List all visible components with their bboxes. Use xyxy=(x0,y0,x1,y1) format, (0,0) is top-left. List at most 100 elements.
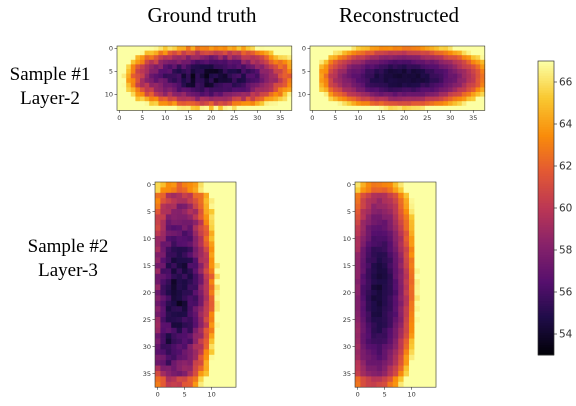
heatmap-cell xyxy=(204,78,210,84)
heatmap-cell xyxy=(356,59,361,65)
heatmap-cell xyxy=(414,252,421,258)
heatmap-cell xyxy=(199,46,205,51)
heatmap-cell xyxy=(398,236,404,242)
heatmap-cell xyxy=(144,55,150,61)
heatmap-cell xyxy=(171,371,177,377)
heatmap-cell xyxy=(187,246,194,253)
heatmap-cell xyxy=(355,263,361,269)
heatmap-cell xyxy=(241,59,247,65)
heatmap-cell xyxy=(227,59,233,65)
heatmap-cell xyxy=(360,105,366,111)
heatmap-cell xyxy=(209,236,215,242)
heatmap-cell xyxy=(155,182,161,188)
heatmap-cell xyxy=(342,101,348,107)
heatmap-cell xyxy=(259,59,265,65)
heatmap-cell xyxy=(171,268,177,275)
heatmap-cell xyxy=(214,365,221,372)
heatmap-cell xyxy=(214,290,221,296)
heatmap-cell xyxy=(219,187,226,194)
heatmap-cell xyxy=(182,273,188,280)
heatmap-cell xyxy=(225,246,231,253)
heatmap-cell xyxy=(225,381,231,388)
heatmap-cell xyxy=(411,69,417,74)
heatmap-cell xyxy=(186,64,191,70)
heatmap-cell xyxy=(452,64,458,70)
heatmap-cell xyxy=(337,50,343,56)
heatmap-cell xyxy=(203,311,210,318)
heatmap-cell xyxy=(438,92,444,97)
heatmap-cell xyxy=(392,311,399,318)
heatmap-cell xyxy=(165,381,172,388)
heatmap-cell xyxy=(192,252,199,258)
heatmap-cell xyxy=(165,338,172,345)
heatmap-cell xyxy=(319,50,325,56)
heatmap-cell xyxy=(203,300,210,307)
heatmap-cell xyxy=(250,73,256,79)
heatmap-cell xyxy=(430,338,437,345)
heatmap-cell xyxy=(259,105,265,111)
heatmap-cell xyxy=(236,50,242,56)
heatmap-cell xyxy=(398,322,404,329)
heatmap-cell xyxy=(414,209,421,215)
heatmap-cell xyxy=(214,209,221,215)
heatmap-cell xyxy=(155,354,161,361)
heatmap-cell xyxy=(171,327,177,334)
heatmap-cell xyxy=(165,360,172,366)
heatmap-cell xyxy=(310,55,315,61)
heatmap-cell xyxy=(230,327,237,334)
heatmap-cell xyxy=(392,306,399,312)
heatmap-cell xyxy=(346,59,352,65)
heatmap-cell xyxy=(176,360,183,366)
heatmap-cell xyxy=(430,230,437,237)
heatmap-cell xyxy=(365,371,372,377)
heatmap-cell xyxy=(209,192,215,199)
heatmap-cell xyxy=(425,214,431,221)
heatmap-cell xyxy=(167,69,173,74)
heatmap-cell xyxy=(225,241,231,248)
panel-frame xyxy=(116,45,293,111)
heatmap-cell xyxy=(403,182,410,188)
colorbar-gradient-step xyxy=(538,210,554,214)
heatmap-cell xyxy=(227,87,233,93)
heatmap-cell xyxy=(198,187,204,194)
heatmap-cell xyxy=(214,295,221,302)
heatmap-cell xyxy=(186,96,191,102)
colorbar-gradient-step xyxy=(538,114,554,118)
heatmap-cell xyxy=(411,92,417,97)
heatmap-cell xyxy=(230,246,237,253)
colorbar-gradient-step xyxy=(538,92,554,96)
heatmap-cell xyxy=(171,338,177,345)
heatmap-cell xyxy=(171,257,177,264)
heatmap-cell xyxy=(466,101,472,107)
heatmap-cell xyxy=(213,105,219,111)
heatmap-cell xyxy=(182,295,188,302)
heatmap-cell xyxy=(181,105,187,111)
heatmap-cell xyxy=(192,203,199,210)
heatmap-cell xyxy=(382,268,388,275)
heatmap-cell xyxy=(328,101,334,107)
heatmap-cell xyxy=(203,219,210,226)
heatmap-cell xyxy=(371,327,377,334)
heatmap-cell xyxy=(259,64,265,70)
colorbar-gradient-step xyxy=(538,205,554,209)
heatmap-cell xyxy=(225,257,231,264)
heatmap-cell xyxy=(171,203,177,210)
heatmap-cell xyxy=(187,219,194,226)
heatmap-cell xyxy=(192,306,199,312)
heatmap-cell xyxy=(171,360,177,366)
heatmap-cell xyxy=(219,241,226,248)
heatmap-cell xyxy=(273,46,279,51)
colorbar-gradient-step xyxy=(538,107,554,111)
heatmap-cell xyxy=(225,300,231,307)
heatmap-cell xyxy=(176,236,183,242)
heatmap-cell xyxy=(398,354,404,361)
heatmap-cell xyxy=(443,105,449,111)
heatmap-cell xyxy=(429,55,435,61)
heatmap-cell xyxy=(448,46,453,51)
heatmap-cell xyxy=(278,64,283,70)
heatmap-cell xyxy=(171,317,177,323)
colorbar-gradient-step xyxy=(538,112,554,116)
heatmap-cell xyxy=(403,279,410,285)
heatmap-cell xyxy=(310,96,315,102)
x-tick-label: 25 xyxy=(230,114,238,122)
